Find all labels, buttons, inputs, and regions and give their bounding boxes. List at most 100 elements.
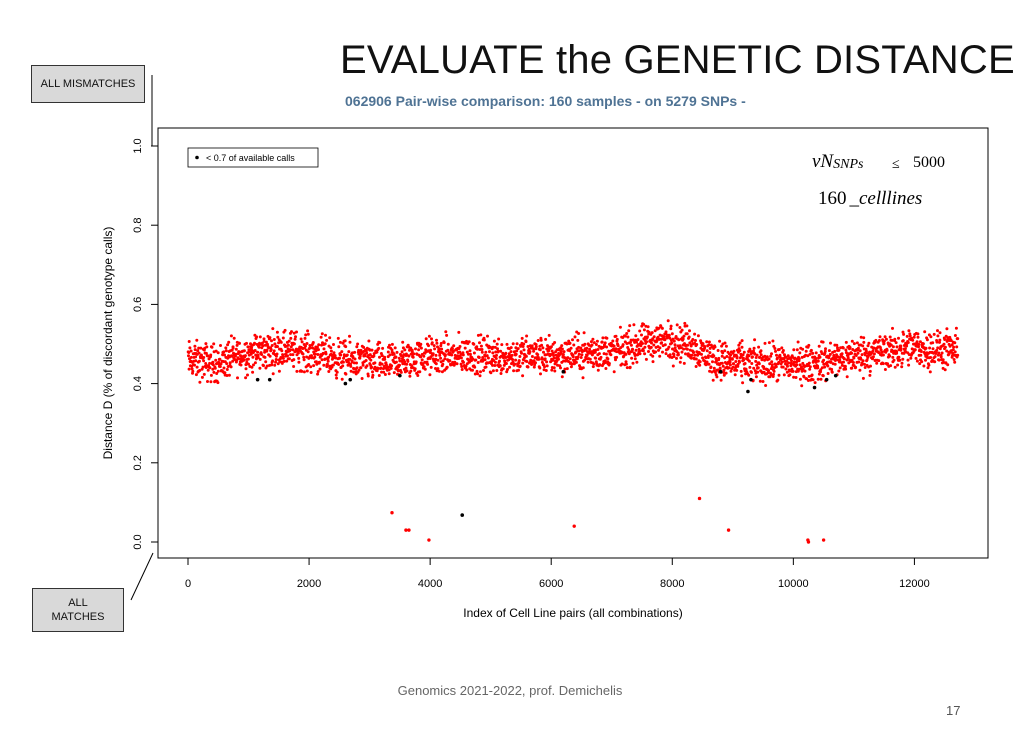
band-point bbox=[908, 334, 912, 338]
band-point bbox=[209, 353, 213, 357]
band-point bbox=[813, 381, 817, 385]
band-point bbox=[511, 342, 515, 346]
band-point bbox=[721, 351, 725, 355]
band-point bbox=[405, 362, 409, 366]
band-point bbox=[624, 352, 628, 356]
band-point bbox=[525, 360, 529, 363]
band-point bbox=[752, 366, 756, 370]
band-point bbox=[258, 335, 262, 339]
band-point bbox=[606, 357, 610, 361]
band-point bbox=[625, 342, 629, 345]
band-point bbox=[804, 349, 808, 353]
band-point bbox=[322, 363, 326, 367]
band-point bbox=[253, 361, 257, 365]
band-point bbox=[340, 350, 344, 354]
band-point bbox=[308, 346, 312, 350]
band-point bbox=[478, 341, 481, 345]
band-point bbox=[348, 340, 352, 344]
band-point bbox=[393, 346, 397, 350]
band-point bbox=[759, 349, 763, 353]
band-point bbox=[734, 360, 738, 363]
band-point bbox=[654, 350, 658, 354]
band-point bbox=[534, 343, 538, 346]
band-point bbox=[392, 371, 396, 375]
band-point bbox=[306, 329, 310, 333]
band-point bbox=[521, 374, 525, 378]
x-tick-label: 10000 bbox=[778, 578, 809, 590]
band-point bbox=[484, 350, 488, 354]
band-point bbox=[669, 327, 673, 331]
band-point bbox=[630, 356, 634, 360]
band-point bbox=[287, 339, 291, 343]
band-point bbox=[527, 347, 531, 351]
band-point bbox=[321, 351, 325, 355]
band-point bbox=[729, 369, 733, 373]
band-point bbox=[254, 353, 258, 357]
band-point bbox=[467, 340, 471, 344]
band-point bbox=[822, 362, 826, 366]
band-point bbox=[189, 349, 193, 353]
band-point bbox=[732, 349, 736, 353]
band-point bbox=[367, 339, 371, 343]
band-point bbox=[728, 356, 732, 360]
band-point bbox=[667, 345, 671, 349]
band-point bbox=[828, 352, 832, 356]
band-point bbox=[232, 336, 236, 340]
band-point bbox=[708, 346, 712, 350]
band-point bbox=[401, 362, 405, 366]
band-point bbox=[305, 342, 309, 345]
band-point bbox=[553, 369, 557, 373]
band-point bbox=[547, 349, 551, 353]
band-point bbox=[906, 341, 910, 344]
band-point bbox=[516, 347, 520, 351]
band-point bbox=[413, 367, 417, 371]
band-point bbox=[211, 363, 215, 367]
band-point bbox=[380, 354, 384, 358]
low-calls-point bbox=[824, 377, 829, 382]
band-point bbox=[234, 347, 238, 351]
band-point bbox=[439, 344, 443, 348]
plot-frame bbox=[157, 127, 989, 559]
points-layer bbox=[186, 319, 960, 544]
band-point bbox=[673, 346, 677, 350]
outlier-point bbox=[390, 510, 394, 515]
band-point bbox=[511, 358, 515, 362]
band-point bbox=[939, 355, 943, 359]
band-point bbox=[329, 346, 333, 350]
band-point bbox=[534, 361, 537, 365]
band-point bbox=[223, 353, 226, 357]
band-point bbox=[752, 346, 756, 350]
band-point bbox=[404, 352, 408, 356]
y-tick-label: 0.0 bbox=[132, 534, 144, 549]
band-point bbox=[231, 346, 235, 350]
band-point bbox=[863, 362, 866, 366]
band-point bbox=[798, 377, 802, 381]
band-point bbox=[191, 369, 195, 373]
band-point bbox=[268, 336, 272, 340]
band-point bbox=[694, 357, 698, 361]
band-point bbox=[708, 351, 712, 355]
band-point bbox=[661, 350, 664, 354]
band-point bbox=[634, 334, 638, 338]
band-point bbox=[750, 370, 753, 374]
band-point bbox=[521, 345, 525, 348]
band-point bbox=[585, 346, 589, 350]
band-point bbox=[197, 346, 201, 350]
band-point bbox=[780, 360, 784, 364]
band-point bbox=[419, 355, 423, 359]
band-point bbox=[285, 359, 289, 363]
band-point bbox=[567, 360, 570, 363]
band-point bbox=[701, 356, 705, 360]
all-matches-line1: ALL bbox=[68, 597, 88, 609]
band-point bbox=[441, 362, 445, 366]
band-point bbox=[526, 345, 530, 348]
band-point bbox=[536, 339, 540, 342]
band-point bbox=[271, 359, 275, 363]
band-point bbox=[424, 337, 428, 341]
band-point bbox=[246, 345, 250, 349]
band-point bbox=[585, 354, 589, 357]
band-point bbox=[816, 366, 820, 370]
band-point bbox=[680, 350, 684, 354]
band-point bbox=[898, 358, 902, 362]
band-point bbox=[493, 360, 497, 364]
